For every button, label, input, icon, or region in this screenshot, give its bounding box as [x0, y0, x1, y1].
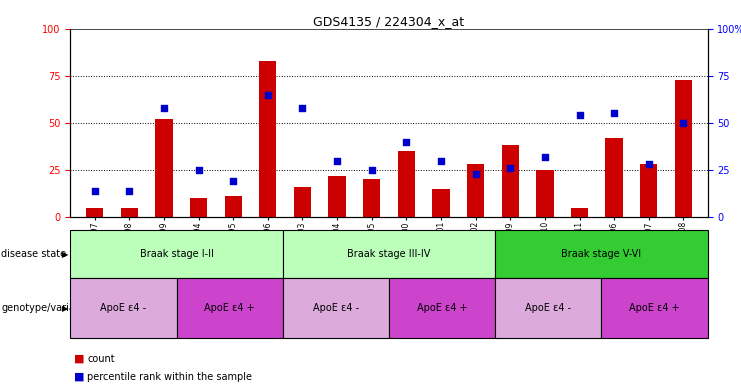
Text: disease state: disease state: [1, 249, 67, 260]
Bar: [363, 179, 380, 217]
Bar: [571, 208, 588, 217]
Text: ■: ■: [74, 354, 84, 364]
Bar: [467, 164, 485, 217]
Bar: [675, 79, 692, 217]
Text: ■: ■: [74, 372, 84, 382]
Bar: [121, 208, 138, 217]
Text: ▶: ▶: [62, 304, 68, 313]
Bar: [502, 146, 519, 217]
Point: [193, 167, 205, 173]
Bar: [432, 189, 450, 217]
Text: Braak stage I-II: Braak stage I-II: [139, 249, 213, 260]
Point: [227, 178, 239, 184]
Text: ApoE ε4 -: ApoE ε4 -: [313, 303, 359, 313]
Text: ApoE ε4 -: ApoE ε4 -: [101, 303, 147, 313]
Text: ApoE ε4 +: ApoE ε4 +: [417, 303, 468, 313]
Point: [505, 165, 516, 171]
Point: [643, 161, 655, 167]
Bar: [536, 170, 554, 217]
Bar: [605, 138, 622, 217]
Bar: [293, 187, 311, 217]
Bar: [225, 196, 242, 217]
Point: [331, 157, 343, 164]
Point: [608, 111, 620, 117]
Bar: [328, 175, 346, 217]
Bar: [398, 151, 415, 217]
Point: [158, 105, 170, 111]
Point: [677, 120, 689, 126]
Text: percentile rank within the sample: percentile rank within the sample: [87, 372, 253, 382]
Bar: [259, 61, 276, 217]
Text: ApoE ε4 -: ApoE ε4 -: [525, 303, 571, 313]
Bar: [640, 164, 657, 217]
Point: [470, 170, 482, 177]
Text: Braak stage V-VI: Braak stage V-VI: [562, 249, 642, 260]
Text: ApoE ε4 +: ApoE ε4 +: [205, 303, 255, 313]
Text: ApoE ε4 +: ApoE ε4 +: [629, 303, 679, 313]
Point: [123, 187, 135, 194]
Point: [296, 105, 308, 111]
Point: [435, 157, 447, 164]
Bar: [190, 198, 207, 217]
Point: [366, 167, 378, 173]
Point: [400, 139, 412, 145]
Point: [262, 91, 273, 98]
Title: GDS4135 / 224304_x_at: GDS4135 / 224304_x_at: [313, 15, 465, 28]
Point: [89, 187, 101, 194]
Text: genotype/variation: genotype/variation: [1, 303, 94, 313]
Bar: [156, 119, 173, 217]
Text: count: count: [87, 354, 115, 364]
Bar: [86, 208, 103, 217]
Text: ▶: ▶: [62, 250, 68, 259]
Text: Braak stage III-IV: Braak stage III-IV: [348, 249, 431, 260]
Point: [539, 154, 551, 160]
Point: [574, 112, 585, 118]
